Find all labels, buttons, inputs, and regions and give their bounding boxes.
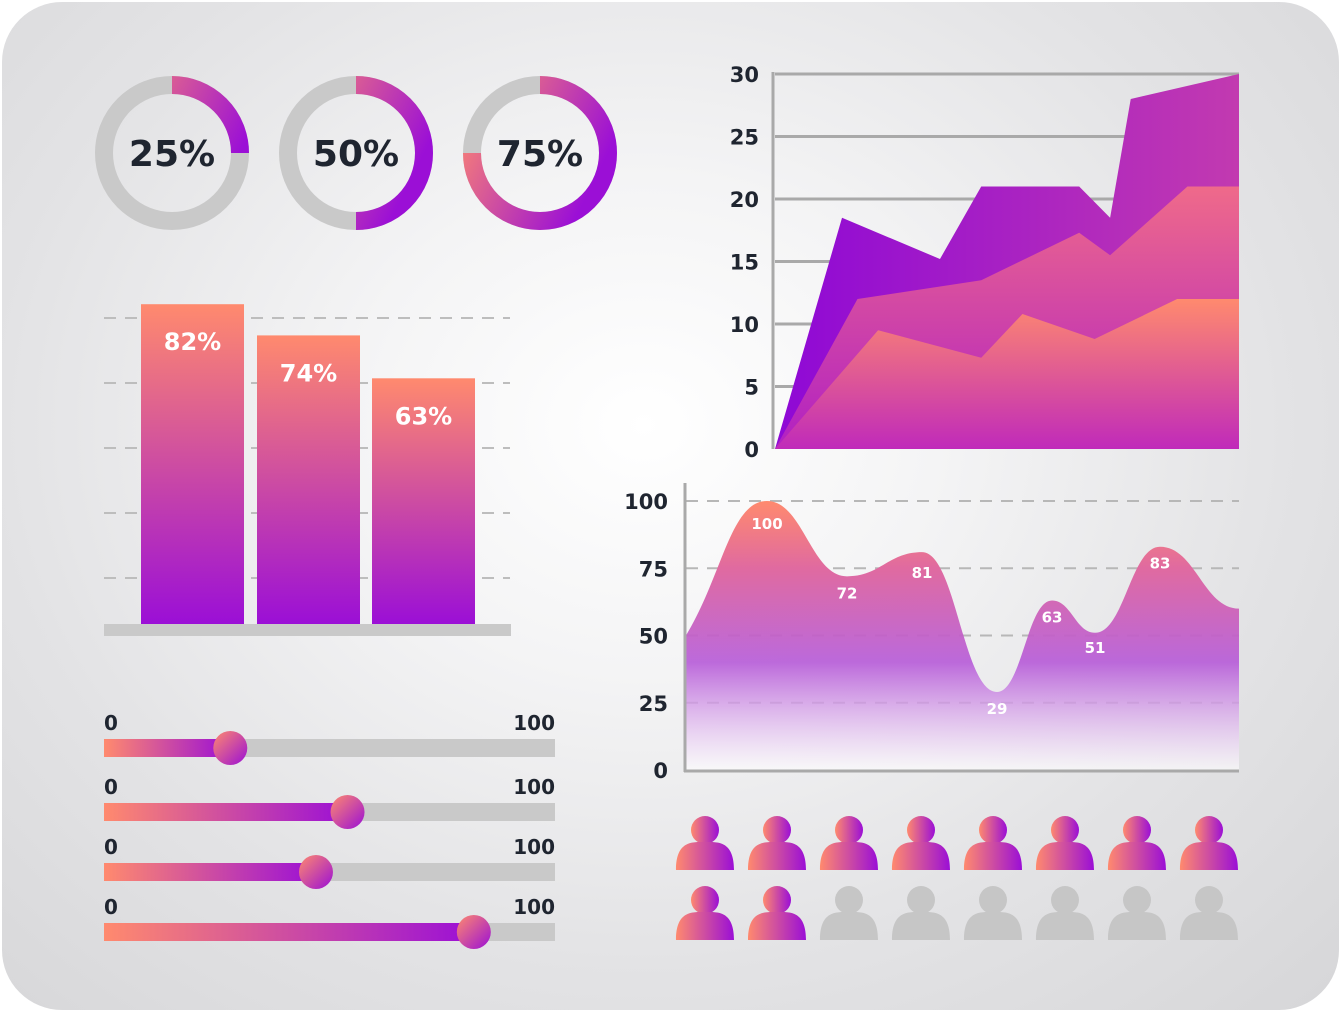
area-y-tick-label: 25 xyxy=(730,126,759,150)
wave-point-label: 63 xyxy=(1042,609,1063,627)
person-icon-active xyxy=(748,816,806,870)
area-y-tick-label: 30 xyxy=(730,63,759,87)
slider-fill xyxy=(104,739,231,757)
area-y-tick-label: 5 xyxy=(744,376,759,400)
bar-value-label: 63% xyxy=(395,402,452,430)
ring-progress-arc xyxy=(171,76,249,154)
wave-y-tick-label: 75 xyxy=(639,557,668,581)
person-icon-inactive xyxy=(892,886,950,940)
ring-percent-label: 50% xyxy=(313,134,399,175)
area-series-front xyxy=(775,299,1239,449)
slider-knob[interactable] xyxy=(330,795,365,829)
person-icon-inactive xyxy=(1036,886,1094,940)
wave-y-tick-label: 50 xyxy=(639,625,668,649)
person-icon-inactive xyxy=(1108,886,1166,940)
wave-point-label: 100 xyxy=(751,515,782,533)
slider-min-label: 0 xyxy=(104,835,118,859)
slider-fill xyxy=(104,803,348,821)
wave-point-label: 51 xyxy=(1085,639,1106,657)
person-icon-active xyxy=(964,816,1022,870)
ring-progress-arc xyxy=(355,76,433,230)
area-y-tick-label: 0 xyxy=(744,438,759,462)
person-icon-active xyxy=(820,816,878,870)
slider-max-label: 100 xyxy=(513,775,555,799)
wave-area xyxy=(686,501,1239,770)
ring-percent-label: 75% xyxy=(497,134,583,175)
area-y-tick-label: 20 xyxy=(730,188,759,212)
slider-fill xyxy=(104,863,316,881)
slider-max-label: 100 xyxy=(513,835,555,859)
slider-max-label: 100 xyxy=(513,895,555,919)
wave-y-tick-label: 0 xyxy=(653,759,668,783)
wave-point-label: 29 xyxy=(987,700,1008,718)
wave-y-tick-label: 100 xyxy=(624,490,668,514)
slider-knob[interactable] xyxy=(213,731,248,765)
person-icon-active xyxy=(892,816,950,870)
area-y-tick-label: 10 xyxy=(730,313,759,337)
bar xyxy=(257,335,360,624)
wave-y-tick-label: 25 xyxy=(639,692,668,716)
ring-percent-label: 25% xyxy=(129,134,215,175)
person-icon-active xyxy=(1036,816,1094,870)
bar-value-label: 74% xyxy=(280,359,337,387)
slider-knob[interactable] xyxy=(456,915,491,949)
person-icon-inactive xyxy=(964,886,1022,940)
bar xyxy=(141,304,244,624)
slider-fill xyxy=(104,923,474,941)
wave-point-label: 83 xyxy=(1150,555,1171,573)
wave-point-label: 72 xyxy=(837,584,858,602)
person-icon-inactive xyxy=(820,886,878,940)
person-icon-active xyxy=(676,816,734,870)
bar xyxy=(372,378,475,624)
person-icon-active xyxy=(748,886,806,940)
slider-min-label: 0 xyxy=(104,711,118,735)
person-icon-active xyxy=(1108,816,1166,870)
slider-min-label: 0 xyxy=(104,775,118,799)
area-y-tick-label: 15 xyxy=(730,251,759,275)
wave-point-label: 81 xyxy=(912,564,933,582)
bar-baseline xyxy=(104,624,511,636)
ring-progress-arc xyxy=(463,76,617,230)
slider-max-label: 100 xyxy=(513,711,555,735)
person-icon-inactive xyxy=(1180,886,1238,940)
person-icon-active xyxy=(1180,816,1238,870)
slider-knob[interactable] xyxy=(298,855,333,889)
slider-min-label: 0 xyxy=(104,895,118,919)
person-icon-active xyxy=(676,886,734,940)
bar-value-label: 82% xyxy=(164,328,221,356)
